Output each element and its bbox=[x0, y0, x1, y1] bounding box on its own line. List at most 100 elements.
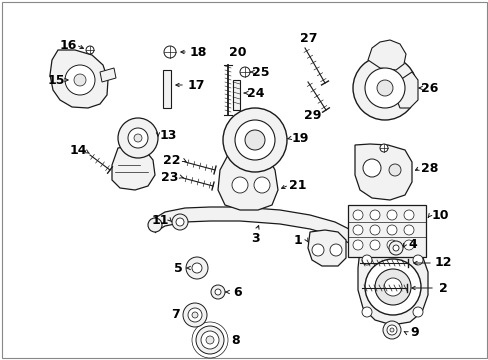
Circle shape bbox=[382, 321, 400, 339]
Text: 3: 3 bbox=[250, 231, 259, 244]
Text: 16: 16 bbox=[59, 39, 77, 51]
Text: 26: 26 bbox=[421, 81, 438, 95]
Text: 7: 7 bbox=[170, 309, 179, 321]
Circle shape bbox=[253, 177, 269, 193]
Circle shape bbox=[311, 244, 324, 256]
Polygon shape bbox=[307, 230, 346, 266]
FancyBboxPatch shape bbox=[163, 70, 171, 108]
Text: 25: 25 bbox=[252, 66, 269, 78]
FancyBboxPatch shape bbox=[232, 80, 240, 110]
Text: 12: 12 bbox=[433, 256, 451, 270]
Circle shape bbox=[148, 218, 162, 232]
Circle shape bbox=[389, 328, 393, 332]
Circle shape bbox=[235, 120, 274, 160]
Circle shape bbox=[403, 240, 413, 250]
Text: 19: 19 bbox=[291, 131, 308, 144]
Circle shape bbox=[392, 245, 398, 251]
Text: 14: 14 bbox=[69, 144, 86, 157]
Circle shape bbox=[176, 218, 183, 226]
Circle shape bbox=[118, 118, 158, 158]
Text: 18: 18 bbox=[189, 45, 206, 59]
Circle shape bbox=[231, 177, 247, 193]
Circle shape bbox=[215, 289, 221, 295]
Text: 1: 1 bbox=[293, 234, 302, 247]
Text: 9: 9 bbox=[410, 327, 418, 339]
Circle shape bbox=[369, 225, 379, 235]
Text: 21: 21 bbox=[289, 179, 306, 192]
Text: 28: 28 bbox=[421, 162, 438, 175]
Circle shape bbox=[163, 46, 176, 58]
Circle shape bbox=[364, 68, 404, 108]
Circle shape bbox=[376, 80, 392, 96]
Text: 27: 27 bbox=[300, 32, 317, 45]
Polygon shape bbox=[218, 153, 278, 210]
Circle shape bbox=[192, 312, 198, 318]
Text: 17: 17 bbox=[187, 78, 204, 91]
Polygon shape bbox=[155, 207, 381, 278]
Circle shape bbox=[196, 326, 224, 354]
Polygon shape bbox=[367, 40, 405, 70]
Circle shape bbox=[329, 244, 341, 256]
Polygon shape bbox=[357, 245, 427, 325]
Polygon shape bbox=[395, 72, 417, 108]
Text: 24: 24 bbox=[247, 86, 264, 99]
Text: 4: 4 bbox=[408, 238, 417, 251]
Text: 22: 22 bbox=[163, 153, 181, 166]
Circle shape bbox=[185, 257, 207, 279]
Circle shape bbox=[364, 259, 420, 315]
Circle shape bbox=[192, 263, 202, 273]
Circle shape bbox=[183, 303, 206, 327]
Circle shape bbox=[386, 210, 396, 220]
Circle shape bbox=[369, 210, 379, 220]
Text: 13: 13 bbox=[159, 129, 176, 141]
Circle shape bbox=[172, 214, 187, 230]
Circle shape bbox=[374, 269, 410, 305]
Circle shape bbox=[386, 240, 396, 250]
Text: 2: 2 bbox=[438, 282, 447, 294]
Circle shape bbox=[361, 255, 371, 265]
Circle shape bbox=[383, 278, 401, 296]
Text: 20: 20 bbox=[229, 45, 246, 59]
Text: 11: 11 bbox=[151, 213, 168, 226]
Circle shape bbox=[205, 336, 214, 344]
Circle shape bbox=[86, 46, 94, 54]
Circle shape bbox=[412, 255, 422, 265]
Circle shape bbox=[386, 225, 396, 235]
Circle shape bbox=[210, 285, 224, 299]
Text: 8: 8 bbox=[231, 333, 240, 346]
Circle shape bbox=[244, 130, 264, 150]
Circle shape bbox=[240, 67, 249, 77]
Circle shape bbox=[403, 225, 413, 235]
Circle shape bbox=[379, 144, 387, 152]
Polygon shape bbox=[354, 144, 411, 200]
Circle shape bbox=[187, 308, 202, 322]
Circle shape bbox=[128, 128, 148, 148]
Circle shape bbox=[388, 164, 400, 176]
Circle shape bbox=[412, 307, 422, 317]
Text: 5: 5 bbox=[173, 261, 182, 274]
Circle shape bbox=[65, 65, 95, 95]
Circle shape bbox=[201, 331, 219, 349]
Circle shape bbox=[362, 159, 380, 177]
Circle shape bbox=[369, 240, 379, 250]
FancyBboxPatch shape bbox=[347, 205, 425, 257]
Text: 15: 15 bbox=[47, 73, 64, 86]
Circle shape bbox=[223, 108, 286, 172]
Circle shape bbox=[386, 325, 396, 335]
Circle shape bbox=[352, 240, 362, 250]
Circle shape bbox=[352, 210, 362, 220]
Polygon shape bbox=[112, 146, 155, 190]
Text: 6: 6 bbox=[233, 285, 242, 298]
Circle shape bbox=[352, 56, 416, 120]
Polygon shape bbox=[100, 68, 116, 82]
Circle shape bbox=[134, 134, 142, 142]
Circle shape bbox=[361, 307, 371, 317]
Text: 23: 23 bbox=[161, 171, 178, 184]
Circle shape bbox=[388, 241, 402, 255]
Text: 10: 10 bbox=[430, 208, 448, 221]
Circle shape bbox=[352, 225, 362, 235]
Circle shape bbox=[74, 74, 86, 86]
Polygon shape bbox=[50, 50, 108, 108]
Circle shape bbox=[403, 210, 413, 220]
Text: 29: 29 bbox=[304, 108, 321, 122]
